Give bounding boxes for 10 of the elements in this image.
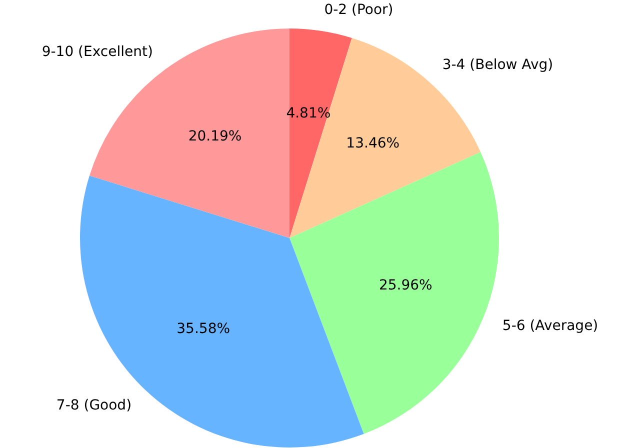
data-label: 20.19% bbox=[188, 128, 242, 144]
data-label: 35.58% bbox=[176, 321, 230, 338]
data-label: 4.81% bbox=[286, 105, 331, 122]
slice-label: 7-8 (Good) bbox=[56, 397, 132, 414]
slice-label: 9-10 (Excellent) bbox=[42, 44, 153, 60]
slice-label: 3-4 (Below Avg) bbox=[442, 57, 554, 74]
data-label: 13.46% bbox=[346, 136, 400, 152]
slice-label: 5-6 (Average) bbox=[502, 318, 598, 334]
slice-label: 0-2 (Poor) bbox=[324, 2, 394, 18]
data-label: 25.96% bbox=[378, 278, 432, 294]
